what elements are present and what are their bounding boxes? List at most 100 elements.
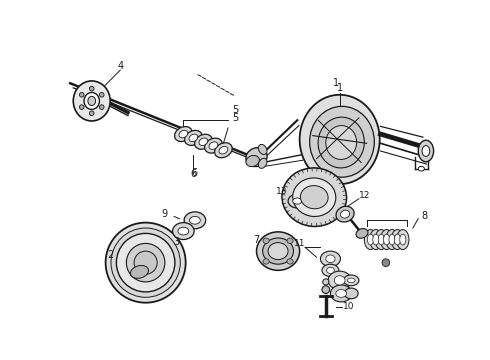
Ellipse shape: [310, 106, 374, 177]
Circle shape: [89, 86, 94, 91]
Text: 13: 13: [276, 187, 288, 196]
Text: 6: 6: [190, 169, 196, 179]
Ellipse shape: [326, 267, 334, 274]
Ellipse shape: [219, 147, 228, 154]
Ellipse shape: [205, 138, 222, 153]
Ellipse shape: [293, 178, 336, 216]
Text: 3: 3: [173, 237, 179, 247]
Ellipse shape: [336, 289, 346, 297]
Text: 1: 1: [337, 83, 343, 93]
Ellipse shape: [391, 230, 404, 249]
Ellipse shape: [134, 251, 157, 274]
Circle shape: [99, 105, 104, 109]
Ellipse shape: [400, 234, 406, 245]
Ellipse shape: [179, 130, 188, 138]
Ellipse shape: [246, 156, 259, 167]
Ellipse shape: [300, 186, 328, 209]
Text: 2: 2: [107, 250, 113, 260]
Ellipse shape: [320, 251, 341, 266]
Ellipse shape: [293, 198, 302, 204]
Ellipse shape: [300, 95, 380, 184]
Ellipse shape: [172, 222, 194, 239]
Ellipse shape: [343, 275, 359, 286]
Text: 12: 12: [359, 191, 371, 200]
Ellipse shape: [263, 259, 269, 264]
Ellipse shape: [418, 166, 424, 171]
Ellipse shape: [190, 216, 200, 224]
Ellipse shape: [378, 234, 384, 245]
Ellipse shape: [365, 230, 377, 249]
Ellipse shape: [74, 81, 110, 121]
Text: 10: 10: [343, 302, 355, 311]
Ellipse shape: [334, 276, 345, 285]
Ellipse shape: [184, 212, 206, 229]
Text: 1: 1: [333, 78, 339, 88]
Ellipse shape: [215, 143, 232, 158]
Ellipse shape: [178, 227, 189, 235]
Circle shape: [322, 286, 330, 293]
Ellipse shape: [397, 230, 409, 249]
Ellipse shape: [330, 285, 352, 302]
Circle shape: [382, 259, 390, 266]
Text: 8: 8: [421, 211, 427, 221]
Ellipse shape: [199, 138, 208, 145]
Ellipse shape: [111, 228, 180, 297]
Ellipse shape: [189, 134, 198, 142]
Ellipse shape: [347, 278, 355, 283]
Ellipse shape: [257, 232, 300, 270]
Ellipse shape: [195, 134, 212, 149]
Ellipse shape: [117, 233, 175, 292]
Ellipse shape: [356, 229, 368, 238]
Text: 11: 11: [294, 239, 305, 248]
Ellipse shape: [174, 127, 192, 141]
Ellipse shape: [300, 183, 320, 199]
Ellipse shape: [288, 194, 307, 208]
Circle shape: [79, 93, 84, 97]
Ellipse shape: [126, 243, 165, 282]
Ellipse shape: [384, 234, 390, 245]
Ellipse shape: [287, 259, 293, 264]
Circle shape: [89, 111, 94, 116]
Text: 4: 4: [117, 61, 123, 71]
Ellipse shape: [386, 230, 398, 249]
Ellipse shape: [263, 238, 269, 243]
Ellipse shape: [106, 222, 186, 303]
Text: 7: 7: [253, 235, 260, 244]
Text: 6: 6: [192, 167, 198, 177]
Ellipse shape: [369, 230, 382, 249]
Ellipse shape: [185, 130, 202, 145]
Text: 5: 5: [233, 113, 239, 123]
Circle shape: [99, 93, 104, 97]
Ellipse shape: [418, 140, 434, 162]
Ellipse shape: [326, 126, 357, 159]
Ellipse shape: [263, 238, 294, 264]
Ellipse shape: [373, 234, 379, 245]
Ellipse shape: [258, 158, 267, 168]
Ellipse shape: [375, 230, 388, 249]
Ellipse shape: [422, 145, 430, 156]
Ellipse shape: [209, 142, 218, 149]
Ellipse shape: [268, 243, 288, 260]
Ellipse shape: [389, 234, 395, 245]
Circle shape: [323, 279, 329, 285]
Ellipse shape: [326, 255, 335, 263]
Ellipse shape: [381, 230, 393, 249]
Ellipse shape: [394, 234, 400, 245]
Ellipse shape: [282, 168, 346, 226]
Ellipse shape: [341, 210, 349, 218]
Ellipse shape: [130, 265, 148, 278]
Circle shape: [79, 105, 84, 109]
Ellipse shape: [258, 144, 267, 154]
Text: 5: 5: [233, 105, 239, 115]
Ellipse shape: [336, 206, 354, 222]
Ellipse shape: [318, 117, 365, 168]
Ellipse shape: [322, 264, 339, 276]
Text: 9: 9: [162, 209, 168, 219]
Ellipse shape: [84, 93, 99, 109]
Ellipse shape: [328, 271, 351, 289]
Ellipse shape: [305, 187, 316, 195]
Ellipse shape: [88, 96, 96, 105]
Ellipse shape: [246, 148, 267, 167]
Ellipse shape: [368, 234, 373, 245]
Ellipse shape: [344, 288, 358, 299]
